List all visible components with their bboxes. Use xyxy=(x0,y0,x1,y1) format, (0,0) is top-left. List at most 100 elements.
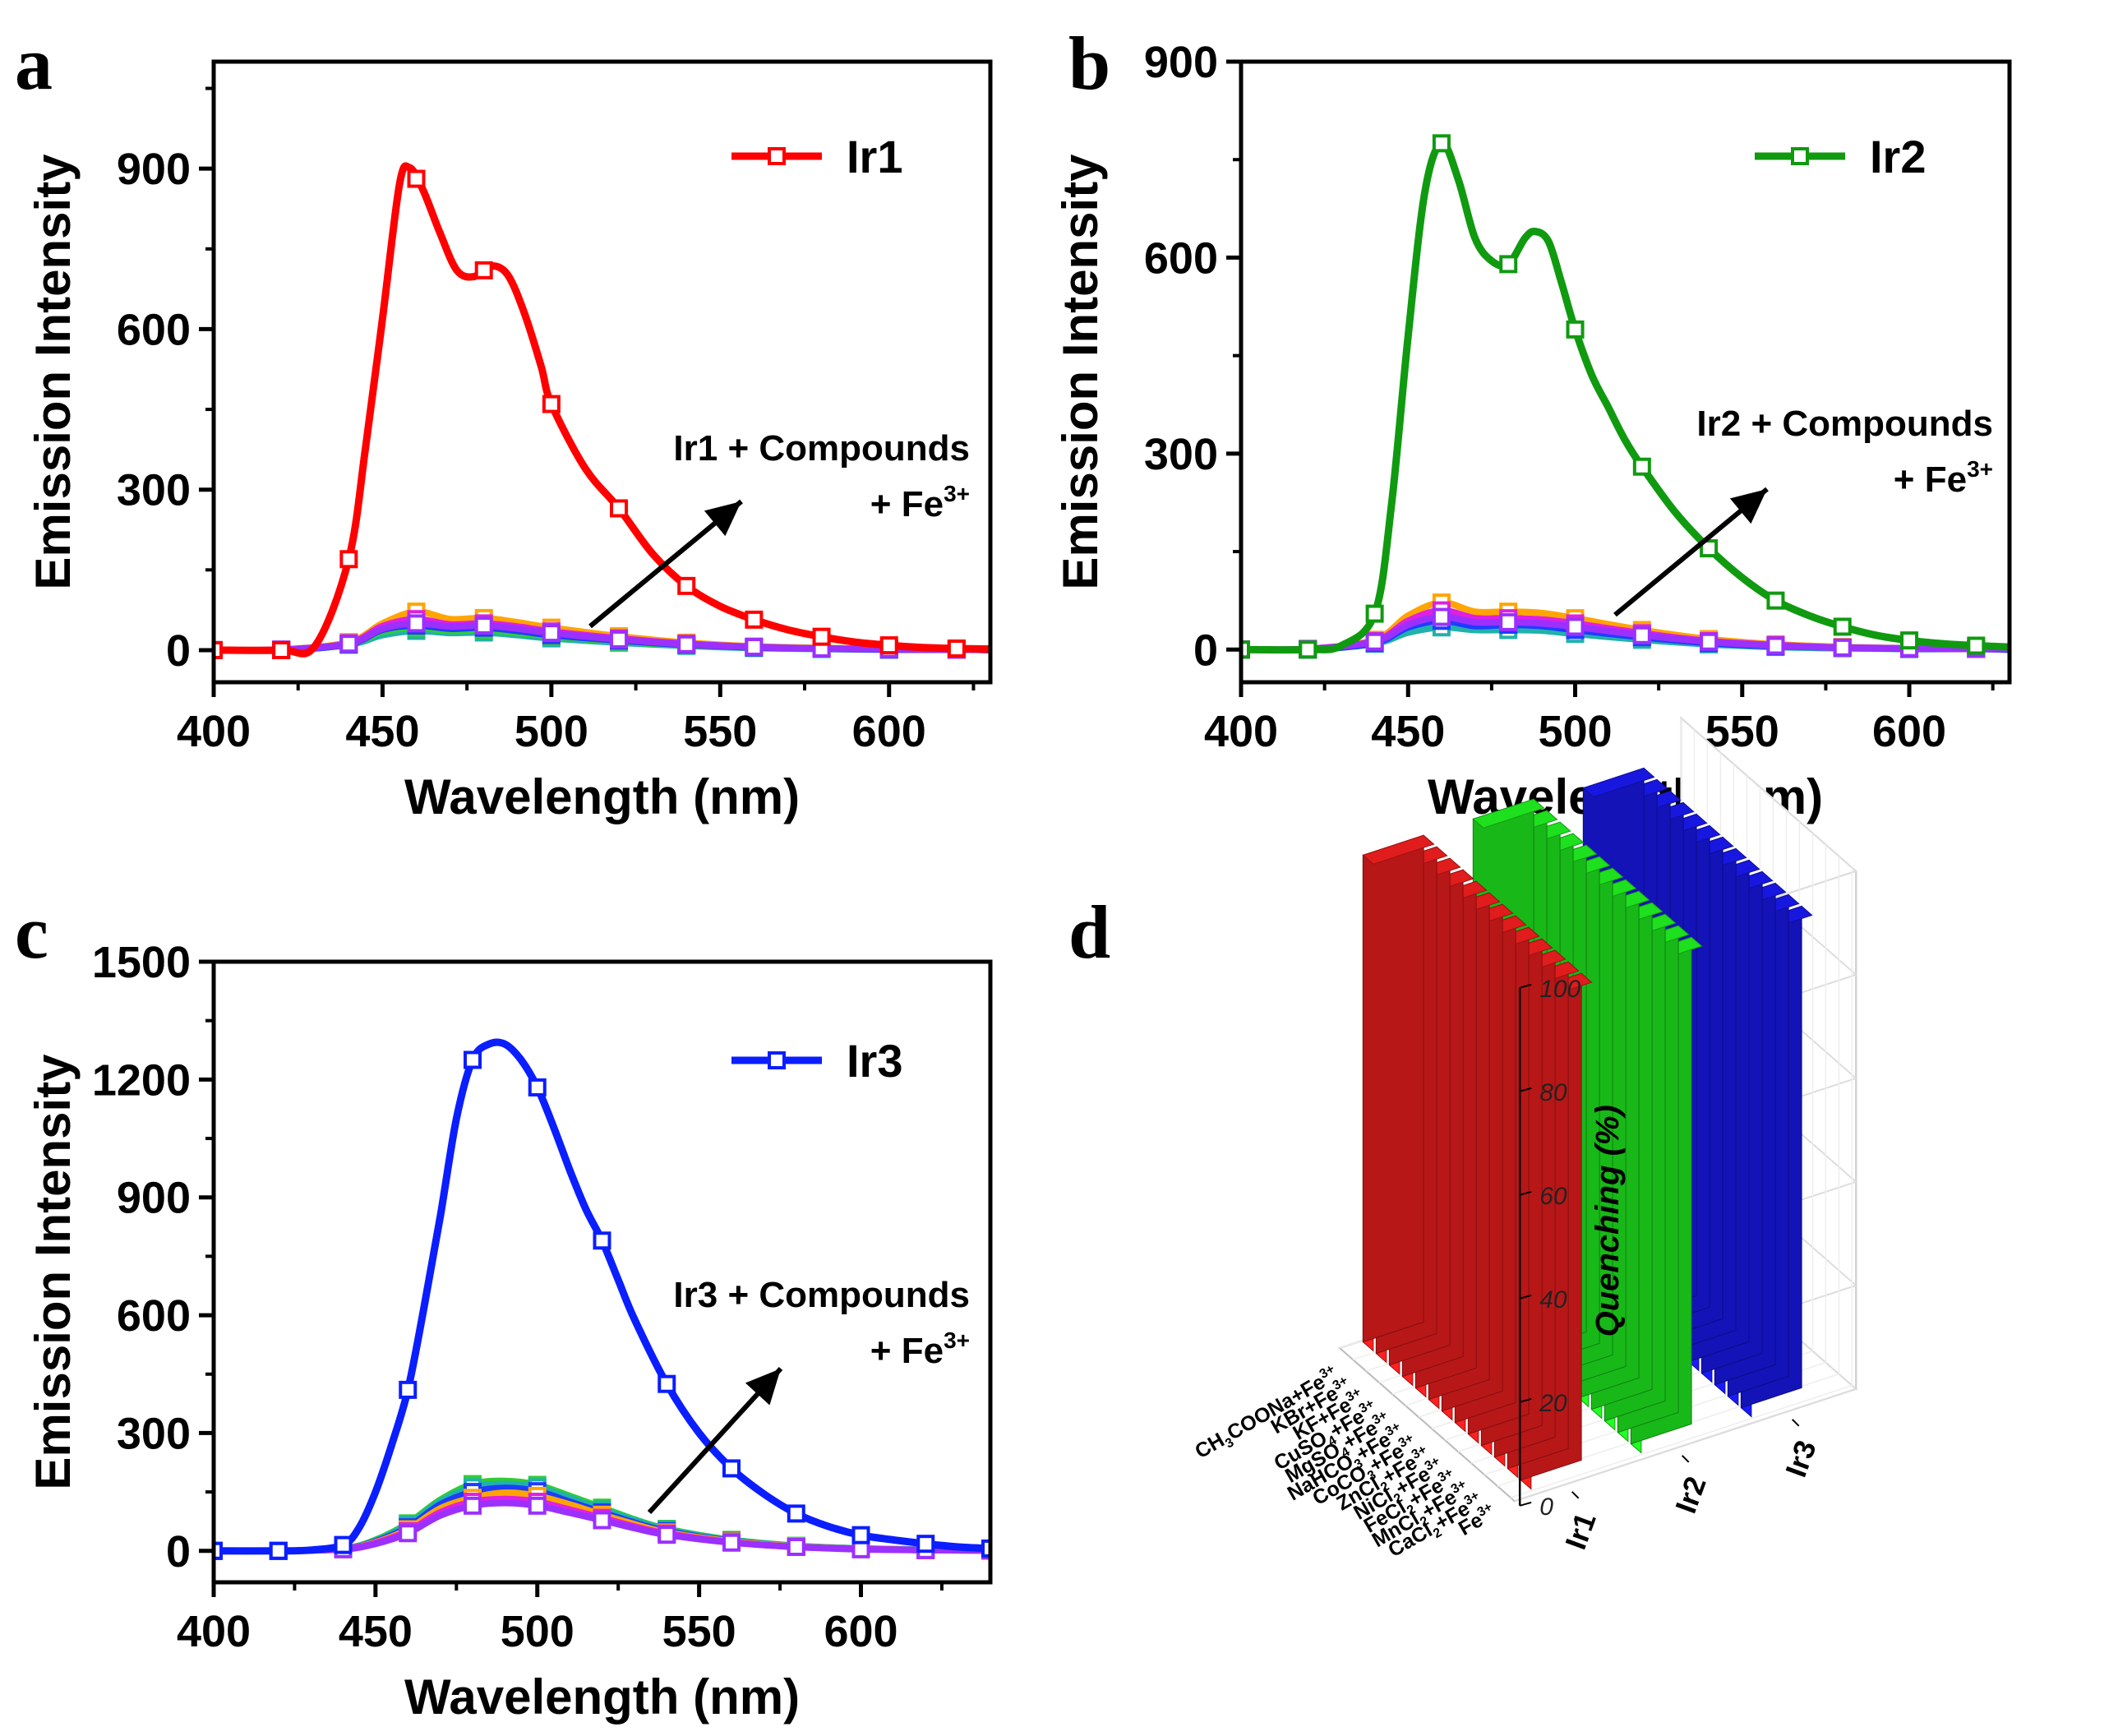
data-point-marker xyxy=(214,640,223,659)
data-point-marker xyxy=(1700,632,1719,651)
x-tick-label: 550 xyxy=(1705,707,1779,756)
category-label-superscript: 3+ xyxy=(1357,1397,1377,1416)
axes-frame xyxy=(211,959,993,1585)
annotation-line2: + Fe3+ xyxy=(870,481,970,524)
bars xyxy=(1362,767,1813,1490)
category-label-superscript: 3+ xyxy=(1396,1431,1416,1451)
plot-c: 400 450 500 550 600 0 300 600 900 1200 1500 Wavelen… xyxy=(25,938,993,1724)
annotation-line1: Ir3 + Compounds xyxy=(673,1275,970,1315)
panel-label-a: a xyxy=(15,21,53,105)
series-line xyxy=(214,1499,990,1554)
data-point-marker xyxy=(677,635,696,653)
series-axis-label: Ir3 xyxy=(1779,1436,1823,1481)
y-tick-label: 1200 xyxy=(92,1055,191,1105)
category-label-superscript: 3+ xyxy=(1423,1454,1442,1474)
data-point-marker xyxy=(1365,632,1384,651)
data-point-marker xyxy=(474,261,493,279)
data-point-marker xyxy=(1432,607,1451,626)
annotation-line2: + Fe3+ xyxy=(870,1327,970,1371)
category-label-superscript: 3+ xyxy=(1331,1374,1350,1393)
data-point-marker xyxy=(339,635,358,653)
data-point-marker xyxy=(528,1496,547,1515)
category-label-superscript: 3+ xyxy=(1462,1489,1482,1508)
z-tick-mark xyxy=(1519,1294,1532,1300)
legend-label: Ir2 xyxy=(1870,131,1927,182)
y-tick-label: 0 xyxy=(1193,626,1218,675)
bar-top-face xyxy=(1472,798,1545,829)
data-point-marker xyxy=(851,1526,870,1544)
panel-a: a 400 450 500 550 600 0 300 600 900 Wavelength (n… xyxy=(15,21,993,824)
data-point-marker xyxy=(474,616,493,635)
z-tick-mark xyxy=(1519,983,1532,989)
data-point-marker xyxy=(542,624,561,643)
legend-marker xyxy=(1791,147,1809,165)
data-point-marker xyxy=(787,1537,805,1556)
data-point-marker xyxy=(1967,636,1986,655)
data-point-marker xyxy=(610,630,629,649)
data-point-marker xyxy=(812,627,831,646)
data-point-marker xyxy=(593,1511,611,1530)
data-point-marker xyxy=(981,1539,990,1558)
legend-marker xyxy=(768,1051,786,1069)
y-axis-label: Emission Intensity xyxy=(25,154,81,590)
x-tick-label: 550 xyxy=(683,707,757,756)
y-tick-label: 0 xyxy=(166,626,191,676)
z-tick-mark xyxy=(1519,1087,1532,1092)
data-point-marker xyxy=(214,1541,223,1560)
bar xyxy=(1362,834,1435,1352)
y-tick-label: 300 xyxy=(1144,430,1218,479)
axes-frame xyxy=(1239,59,2012,685)
data-point-marker xyxy=(745,610,764,629)
panel-c: c 400 450 500 550 600 0 300 600 900 1200 1500 Wavel… xyxy=(15,890,993,1724)
series-line xyxy=(1241,139,2010,654)
data-point-marker xyxy=(1766,636,1785,655)
data-point-marker xyxy=(1365,604,1384,623)
category-label-superscript: 3+ xyxy=(1449,1477,1469,1497)
grid-line xyxy=(1510,1384,1853,1498)
y-tick-label: 900 xyxy=(117,1174,191,1223)
data-point-marker xyxy=(787,1504,805,1523)
category-axis: CH3COONa+Fe3+KBr+Fe3+KF+Fe3+CuSO4+Fe3+Mg… xyxy=(1191,1362,1495,1562)
y-axis-label: Emission Intensity xyxy=(25,1054,81,1490)
x-tick-label: 400 xyxy=(177,707,251,756)
category-label-superscript: 3+ xyxy=(1317,1362,1337,1382)
category-label-superscript: 3+ xyxy=(1436,1466,1456,1485)
data-point-marker xyxy=(399,1524,418,1543)
data-point-marker xyxy=(610,499,629,518)
series-group xyxy=(1241,134,2010,659)
annotation-line1: Ir1 + Compounds xyxy=(673,428,970,469)
data-point-marker xyxy=(1632,457,1651,476)
annotation-superscript: 3+ xyxy=(944,1327,970,1353)
data-point-marker xyxy=(1299,640,1317,659)
x-tick-label: 450 xyxy=(1371,707,1445,756)
y-tick-label: 300 xyxy=(117,1409,191,1458)
z-tick-label: 0 xyxy=(1539,1494,1553,1521)
data-point-marker xyxy=(677,576,696,595)
x-tick-label: 600 xyxy=(824,1607,897,1656)
data-point-marker xyxy=(1432,134,1451,153)
data-point-marker xyxy=(1700,539,1719,558)
data-point-marker xyxy=(658,1374,676,1393)
data-point-marker xyxy=(269,1541,288,1560)
z-axis-label: Quenching (%) xyxy=(1590,1105,1626,1337)
x-tick-label: 550 xyxy=(662,1607,736,1656)
plot-a: 400 450 500 550 600 0 300 600 900 Wavelength (nm)… xyxy=(25,59,993,824)
category-label-superscript: 3+ xyxy=(1410,1443,1429,1462)
series-tick-mark xyxy=(1681,1455,1690,1463)
data-point-marker xyxy=(1566,617,1585,636)
data-point-marker xyxy=(1566,320,1585,339)
data-point-marker xyxy=(272,640,291,659)
data-point-marker xyxy=(464,1496,482,1515)
x-axis-label: Wavelength (nm) xyxy=(404,769,800,824)
axes-frame xyxy=(211,59,993,685)
y-tick-label: 600 xyxy=(117,305,191,354)
panel-label-b: b xyxy=(1068,21,1110,105)
data-point-marker xyxy=(339,550,358,569)
data-point-marker xyxy=(916,1535,935,1554)
annotation-line2: + Fe3+ xyxy=(1894,456,1993,500)
series-group xyxy=(214,162,990,659)
data-point-marker xyxy=(1499,255,1518,274)
